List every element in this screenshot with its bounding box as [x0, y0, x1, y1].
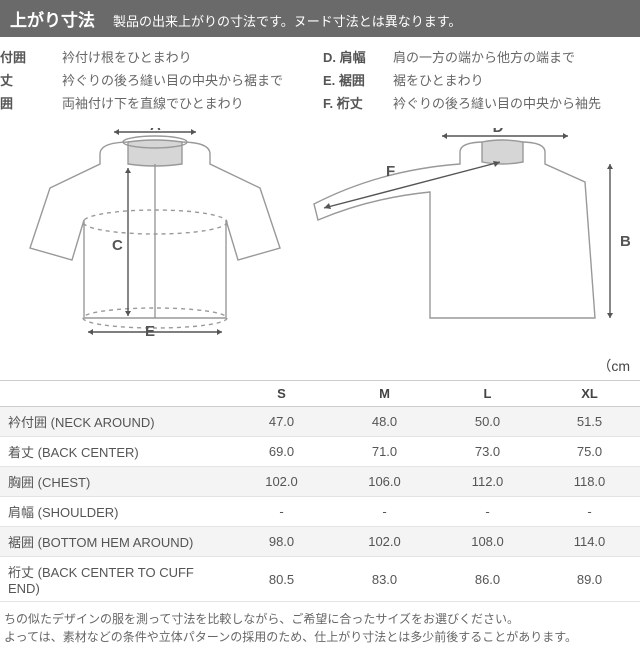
cell-value: 98.0 — [230, 527, 333, 557]
cell-value: 114.0 — [539, 527, 640, 557]
cell-value: - — [436, 497, 539, 527]
cell-value: 108.0 — [436, 527, 539, 557]
label-f: F — [386, 163, 395, 180]
garment-back-diagram: D F B — [310, 128, 630, 338]
label-b: B — [620, 233, 630, 250]
diagram-area: A C E D F B — [0, 120, 640, 352]
legend-desc: 両袖付け下を直線でひとまわり — [62, 93, 244, 112]
cell-value: 86.0 — [436, 557, 539, 602]
legend-key: 囲 — [0, 93, 48, 112]
cell-value: 89.0 — [539, 557, 640, 602]
legend-key: E. 裾囲 — [323, 70, 379, 89]
size-table: SMLXL 衿付囲 (NECK AROUND)47.048.050.051.5着… — [0, 381, 640, 602]
header-bar: 上がり寸法 製品の出来上がりの寸法です。ヌード寸法とは異なります。 — [0, 0, 640, 37]
legend-desc: 裾をひとまわり — [393, 70, 484, 89]
legend-key: F. 裄丈 — [323, 93, 379, 112]
legend-desc: 衿ぐりの後ろ縫い目の中央から袖先 — [393, 93, 601, 112]
legend-right: D. 肩幅肩の一方の端から他方の端まで E. 裾囲裾をひとまわり F. 裄丈衿ぐりの… — [323, 47, 601, 112]
footnote: ちの似たデザインの服を測って寸法を比較しながら、ご希望に合ったサイズをお選びくだ… — [0, 602, 640, 646]
cell-value: 112.0 — [436, 467, 539, 497]
legend-row: F. 裄丈衿ぐりの後ろ縫い目の中央から袖先 — [323, 93, 601, 112]
cell-value: 50.0 — [436, 407, 539, 437]
cell-value: 51.5 — [539, 407, 640, 437]
legend-row: 付囲衿付け根をひとまわり — [0, 47, 283, 66]
cell-value: - — [333, 497, 436, 527]
table-row: 着丈 (BACK CENTER)69.071.073.075.0 — [0, 437, 640, 467]
legend-row: 囲両袖付け下を直線でひとまわり — [0, 93, 283, 112]
legend-desc: 衿付け根をひとまわり — [62, 47, 192, 66]
row-label: 肩幅 (SHOULDER) — [0, 497, 230, 527]
table-row: 胸囲 (CHEST)102.0106.0112.0118.0 — [0, 467, 640, 497]
size-header: XL — [539, 381, 640, 407]
legend-row: 丈衿ぐりの後ろ縫い目の中央から裾まで — [0, 70, 283, 89]
header-title: 上がり寸法 — [10, 6, 95, 31]
label-c: C — [112, 237, 123, 254]
table-row: 衿付囲 (NECK AROUND)47.048.050.051.5 — [0, 407, 640, 437]
cell-value: 69.0 — [230, 437, 333, 467]
label-a: A — [150, 128, 161, 134]
cell-value: - — [539, 497, 640, 527]
table-row: 肩幅 (SHOULDER)---- — [0, 497, 640, 527]
cell-value: - — [230, 497, 333, 527]
cell-value: 80.5 — [230, 557, 333, 602]
cell-value: 83.0 — [333, 557, 436, 602]
cell-value: 71.0 — [333, 437, 436, 467]
table-row: 裾囲 (BOTTOM HEM AROUND)98.0102.0108.0114.… — [0, 527, 640, 557]
table-row: 裄丈 (BACK CENTER TO CUFF END)80.583.086.0… — [0, 557, 640, 602]
unit-label: （cm — [0, 352, 640, 381]
legend-key: D. 肩幅 — [323, 47, 379, 66]
cell-value: 102.0 — [333, 527, 436, 557]
legend-row: D. 肩幅肩の一方の端から他方の端まで — [323, 47, 601, 66]
row-label: 胸囲 (CHEST) — [0, 467, 230, 497]
garment-front-diagram: A C E — [10, 128, 300, 338]
cell-value: 75.0 — [539, 437, 640, 467]
footnote-line: ちの似たデザインの服を測って寸法を比較しながら、ご希望に合ったサイズをお選びくだ… — [4, 610, 636, 628]
row-label: 裾囲 (BOTTOM HEM AROUND) — [0, 527, 230, 557]
legend-desc: 肩の一方の端から他方の端まで — [393, 47, 575, 66]
label-e: E — [145, 323, 155, 338]
size-header: L — [436, 381, 539, 407]
row-label: 裄丈 (BACK CENTER TO CUFF END) — [0, 557, 230, 602]
cell-value: 118.0 — [539, 467, 640, 497]
size-header: S — [230, 381, 333, 407]
legend-desc: 衿ぐりの後ろ縫い目の中央から裾まで — [62, 70, 283, 89]
row-label: 衿付囲 (NECK AROUND) — [0, 407, 230, 437]
cell-value: 73.0 — [436, 437, 539, 467]
legend-left: 付囲衿付け根をひとまわり丈衿ぐりの後ろ縫い目の中央から裾まで囲両袖付け下を直線で… — [0, 47, 283, 112]
header-subtitle: 製品の出来上がりの寸法です。ヌード寸法とは異なります。 — [113, 11, 461, 30]
legend-row: E. 裾囲裾をひとまわり — [323, 70, 601, 89]
legend-key: 付囲 — [0, 47, 48, 66]
cell-value: 106.0 — [333, 467, 436, 497]
footnote-line: よっては、素材などの条件や立体パターンの採用のため、仕上がり寸法とは多少前後する… — [4, 628, 636, 646]
legend-block: 付囲衿付け根をひとまわり丈衿ぐりの後ろ縫い目の中央から裾まで囲両袖付け下を直線で… — [0, 37, 640, 120]
cell-value: 48.0 — [333, 407, 436, 437]
legend-key: 丈 — [0, 70, 48, 89]
size-header: M — [333, 381, 436, 407]
cell-value: 47.0 — [230, 407, 333, 437]
row-label: 着丈 (BACK CENTER) — [0, 437, 230, 467]
label-d: D — [493, 128, 504, 136]
cell-value: 102.0 — [230, 467, 333, 497]
table-corner — [0, 381, 230, 407]
